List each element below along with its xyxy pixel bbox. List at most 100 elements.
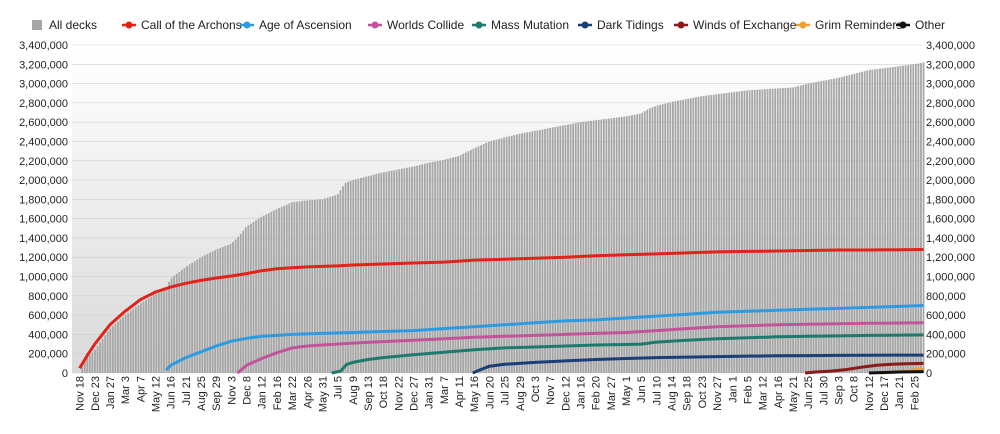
all-decks-bar	[94, 349, 96, 373]
all-decks-bar	[546, 128, 549, 373]
all-decks-bar	[109, 328, 112, 373]
x-tick-label: Nov 22	[393, 376, 405, 411]
all-decks-bar	[106, 331, 109, 373]
legend: All decks Call of the Archons Age of Ascen…	[32, 18, 945, 32]
all-decks-bar	[180, 269, 183, 373]
all-decks-bar	[518, 133, 521, 373]
all-decks-bar	[352, 179, 355, 373]
all-decks-bar	[853, 73, 856, 374]
all-decks-bar	[625, 116, 628, 373]
all-decks-bar	[843, 76, 846, 373]
x-tick-label: May 1	[621, 376, 633, 406]
all-decks-bar	[311, 199, 314, 373]
all-decks-bar	[902, 65, 904, 373]
x-tick-label: Aug 29	[515, 376, 527, 411]
all-decks-bar	[485, 142, 488, 373]
x-tick-label: Jul 10	[651, 376, 663, 405]
all-decks-bar	[756, 89, 759, 373]
all-decks-bar	[395, 169, 398, 373]
all-decks-bar	[674, 101, 677, 373]
all-decks-bar	[142, 301, 145, 373]
legend-label-other: Other	[915, 18, 945, 32]
all-decks-bar	[677, 100, 679, 373]
all-decks-bar	[91, 352, 94, 373]
x-tick-label: Sep 18	[682, 376, 694, 411]
y-tick-label-right: 1,600,000	[926, 214, 975, 226]
all-decks-bar	[597, 119, 600, 373]
all-decks-bar	[198, 258, 201, 373]
all-decks-bar	[418, 164, 421, 373]
all-decks-bar	[712, 94, 715, 374]
all-decks-bar	[441, 160, 444, 373]
legend-marker-worlds-collide	[371, 21, 379, 29]
all-decks-bar	[216, 248, 219, 373]
all-decks-bar	[209, 252, 211, 373]
legend-swatch-all-decks	[32, 20, 42, 30]
all-decks-bar	[250, 223, 252, 373]
y-tick-label-right: 2,000,000	[926, 175, 975, 187]
all-decks-bar	[792, 87, 794, 373]
all-decks-bar	[134, 306, 137, 373]
all-decks-bar	[513, 135, 516, 373]
x-tick-label: Nov 12	[864, 376, 876, 411]
all-decks-bar	[914, 63, 917, 374]
x-tick-label: Apr 16	[773, 376, 785, 408]
y-tick-label-left: 200,000	[28, 349, 68, 361]
x-tick-label: Oct 3	[530, 376, 542, 402]
y-tick-label-left: 1,400,000	[19, 233, 68, 245]
all-decks-bar	[237, 236, 240, 373]
all-decks-bar	[257, 218, 260, 373]
all-decks-bar	[863, 71, 866, 374]
all-decks-bar	[549, 127, 552, 373]
all-decks-bar	[830, 79, 833, 373]
x-tick-label: Mar 27	[606, 376, 618, 410]
x-tick-label: Jul 21	[181, 376, 193, 405]
all-decks-bar	[920, 62, 922, 374]
all-decks-bar	[114, 323, 117, 373]
all-decks-bar	[833, 78, 835, 374]
all-decks-bar	[347, 181, 350, 373]
x-tick-label: May 16	[469, 376, 481, 412]
all-decks-bar	[922, 62, 925, 373]
all-decks-bar	[643, 111, 646, 374]
all-decks-bar	[227, 245, 229, 373]
all-decks-bar	[679, 100, 682, 373]
all-decks-bar	[533, 130, 536, 373]
x-tick-label: May 21	[788, 376, 800, 412]
y-tick-label-left: 800,000	[28, 291, 68, 303]
all-decks-bar	[204, 255, 206, 373]
all-decks-bar	[605, 118, 608, 373]
y-tick-label-left: 2,000,000	[19, 175, 68, 187]
all-decks-bar	[692, 97, 695, 373]
all-decks-bar	[620, 116, 623, 373]
all-decks-bar	[308, 200, 311, 373]
all-decks-bar	[498, 139, 500, 373]
all-decks-bar	[449, 158, 452, 373]
all-decks-bar	[820, 81, 823, 374]
all-decks-bar	[577, 122, 580, 373]
all-decks-bar	[247, 225, 250, 373]
all-decks-bar	[321, 199, 324, 373]
all-decks-bar	[99, 342, 101, 373]
all-decks-bar	[104, 335, 107, 373]
x-tick-label: Jan 16	[575, 376, 587, 409]
all-decks-bar	[899, 66, 902, 373]
all-decks-bar	[500, 138, 503, 373]
all-decks-bar	[393, 170, 396, 373]
all-decks-bar	[866, 70, 869, 373]
all-decks-bar	[377, 173, 380, 373]
all-decks-bar	[835, 78, 838, 374]
all-decks-bar	[787, 87, 789, 373]
all-decks-bar	[851, 74, 853, 373]
all-decks-bar	[383, 172, 385, 373]
all-decks-bar	[255, 220, 257, 373]
all-decks-bar	[170, 277, 173, 373]
all-decks-bar	[81, 366, 84, 373]
all-decks-bar	[702, 95, 705, 373]
all-decks-bar	[804, 84, 807, 374]
all-decks-bar	[283, 205, 286, 373]
all-decks-bar	[531, 131, 534, 373]
all-decks-bar	[183, 267, 186, 373]
all-decks-bar	[385, 171, 388, 373]
all-decks-bar	[301, 200, 303, 373]
